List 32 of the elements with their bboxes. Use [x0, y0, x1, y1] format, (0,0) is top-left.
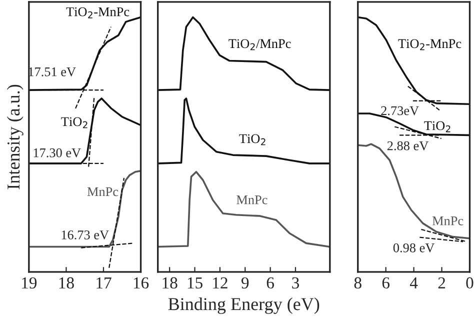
series-label: MnPc — [87, 187, 118, 196]
series-label: TiO$_{2}$ — [239, 134, 266, 146]
x-tick-label: 2 — [438, 277, 446, 288]
x-tick-label: 0 — [466, 277, 474, 289]
annotation: 16.73 eV — [62, 230, 109, 240]
x-tick-label: 6 — [382, 277, 390, 289]
x-tick-label: 19 — [22, 277, 37, 289]
series-label: MnPc — [432, 216, 464, 226]
x-tick-label: 15 — [188, 277, 202, 289]
series-label: TiO$_{2}$-MnPc — [66, 7, 130, 18]
annotation: 2.88 eV — [387, 141, 428, 150]
x-tick-label: 12 — [213, 277, 228, 288]
annotation: 17.30 eV — [34, 148, 81, 158]
series-label: TiO$_{2}$-MnPc — [398, 39, 462, 50]
annotation: 2.73eV — [381, 106, 419, 116]
x-tick-label: 16 — [134, 277, 149, 289]
x-tick-label: 6 — [266, 277, 274, 289]
x-tick-label: 8 — [354, 277, 362, 289]
x-tick-label: 4 — [410, 277, 418, 288]
x-tick-label: 9 — [242, 277, 249, 289]
x-tick-label: 3 — [292, 277, 300, 289]
series-label: MnPc — [236, 195, 268, 204]
x-tick-label: 17 — [96, 277, 112, 288]
series-label: TiO$_{2}$ — [61, 117, 88, 128]
x-axis-title: Binding Energy (eV) — [168, 297, 320, 314]
y-axis-title: Intensity (a.u.) — [6, 84, 24, 190]
annotation: 0.98 eV — [393, 243, 435, 252]
annotation: 17.51 eV — [28, 67, 76, 76]
x-tick-label: 18 — [162, 277, 178, 289]
series-label: TiO$_{2}$ — [424, 121, 450, 132]
x-tick-label: 18 — [59, 277, 74, 289]
series-label: TiO$_{2}$/MnPc — [228, 39, 291, 50]
